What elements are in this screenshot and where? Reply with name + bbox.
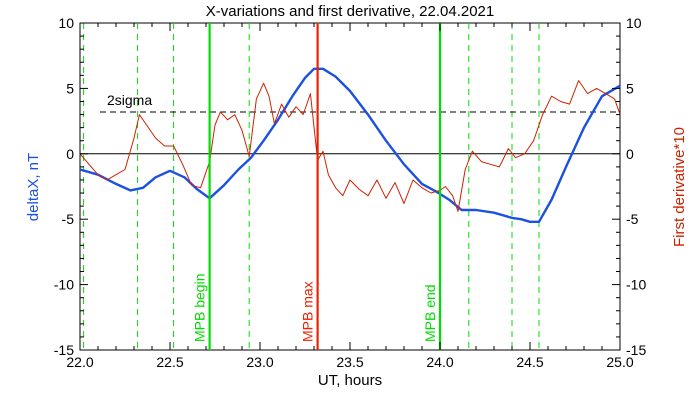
- y-tick-left-label-4: 5: [66, 80, 74, 96]
- y-tick-right-label-2: -5: [626, 211, 639, 227]
- y-tick-right-label-5: 10: [626, 15, 642, 31]
- y-axis-right-label: First derivative*10: [671, 127, 688, 247]
- threshold-label: 2sigma: [107, 92, 152, 108]
- series-deltaX-line: [79, 67, 621, 223]
- x-tick-label-6: 25.0: [606, 354, 633, 370]
- series-derivative-line: [79, 80, 621, 212]
- x-tick-label-1: 22.5: [156, 354, 183, 370]
- chart-marks: 2sigma MPB begin MPB max MPB end 22.0 22.5 23.…: [54, 15, 647, 370]
- plot-frame: [79, 22, 621, 351]
- x-tick-label-5: 24.5: [516, 354, 543, 370]
- y-tick-right-label-1: -10: [626, 277, 646, 293]
- y-tick-left-label-1: -10: [54, 277, 74, 293]
- y-axis-left-label: deltaX, nT: [25, 153, 42, 221]
- plot-area: [79, 22, 621, 351]
- y-tick-left-label-5: 10: [58, 15, 74, 31]
- y-tick-left-label-2: -5: [62, 211, 75, 227]
- vline-label-2: MPB end: [422, 284, 438, 342]
- chart-title: X-variations and first derivative, 22.04…: [206, 3, 495, 20]
- y-tick-left-label-0: -15: [54, 342, 74, 358]
- vline-label-1: MPB max: [300, 281, 316, 342]
- y-tick-right-label-4: 5: [626, 80, 634, 96]
- y-tick-left-label-3: 0: [66, 146, 74, 162]
- y-tick-right-label-3: 0: [626, 146, 634, 162]
- x-axis-label: UT, hours: [318, 372, 382, 389]
- vline-label-0: MPB begin: [192, 274, 208, 342]
- x-tick-label-4: 24.0: [426, 354, 453, 370]
- x-tick-label-0: 22.0: [66, 354, 93, 370]
- x-tick-label-2: 23.0: [246, 354, 273, 370]
- y-tick-right-label-0: -15: [626, 342, 646, 358]
- x-tick-label-3: 23.5: [336, 354, 363, 370]
